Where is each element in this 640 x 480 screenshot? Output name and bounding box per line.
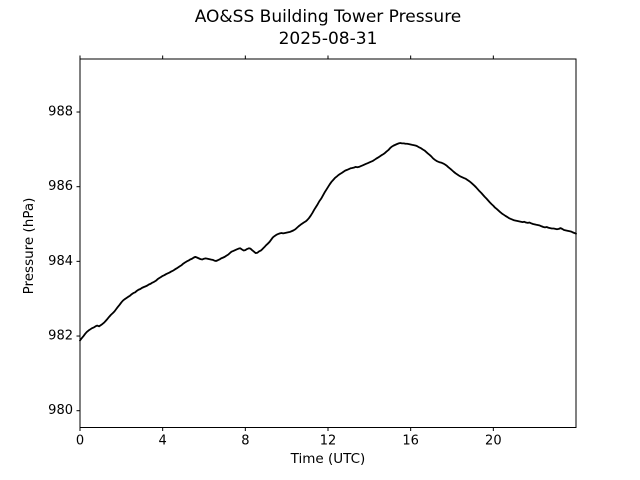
y-axis-label: Pressure (hPa) (21, 197, 37, 295)
plot-border (79, 58, 577, 428)
pressure-line (79, 142, 577, 342)
y-tick-label: 986 (48, 179, 73, 194)
x-tick-label: 12 (320, 433, 337, 448)
x-axis-label: Time (UTC) (290, 451, 366, 467)
x-tick-label: 20 (485, 433, 502, 448)
x-tick-label: 16 (402, 433, 419, 448)
chart-title: AO&SS Building Tower Pressure 2025-08-31 (80, 7, 576, 50)
chart-title-line1: AO&SS Building Tower Pressure (194, 7, 462, 27)
x-tick-label: 0 (76, 433, 84, 448)
x-tick-label: 4 (159, 433, 167, 448)
y-tick-label: 984 (48, 254, 73, 269)
y-tick-label: 980 (48, 403, 73, 418)
chart-title-line2: 2025-08-31 (278, 28, 378, 49)
y-tick-label: 988 (48, 105, 73, 120)
x-tick-label: 8 (241, 433, 249, 448)
y-tick-label: 982 (48, 329, 73, 344)
